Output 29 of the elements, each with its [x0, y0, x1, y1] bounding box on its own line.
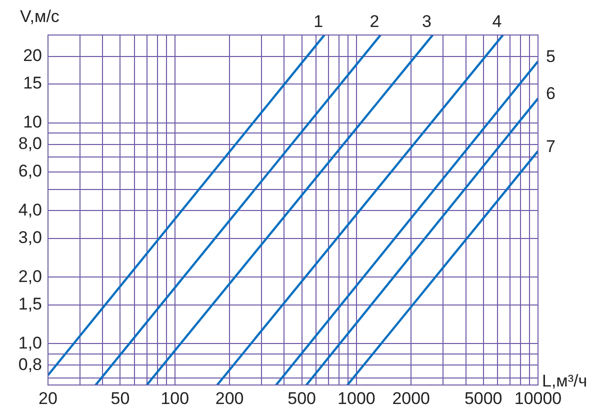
y-axis-title: V,м/с [20, 7, 60, 26]
y-tick-label: 1,0 [18, 333, 42, 352]
y-tick-label: 2,0 [18, 266, 42, 286]
y-tick-label: 15 [23, 74, 42, 93]
y-tick-label: 3,0 [18, 228, 42, 248]
series-label: 3 [422, 12, 432, 32]
y-tick-label: 6,0 [18, 162, 42, 181]
y-tick-label: 1,5 [18, 294, 42, 314]
x-tick-label: 50 [110, 388, 130, 408]
y-tick-label: 20 [23, 46, 42, 66]
series-label: 1 [314, 12, 324, 32]
y-tick-label: 4,0 [18, 200, 42, 220]
y-tick-label: 10 [23, 112, 42, 132]
x-tick-label: 10000 [514, 388, 562, 408]
x-tick-label: 5000 [464, 388, 502, 408]
series-label: 4 [492, 12, 502, 32]
x-tick-label: 200 [215, 388, 244, 408]
y-tick-label: 8,0 [18, 134, 42, 153]
x-tick-label: 2000 [392, 388, 430, 408]
x-tick-label: 500 [288, 388, 316, 408]
series-label: 2 [370, 12, 380, 32]
y-tick-label: 0,8 [18, 354, 42, 374]
series-label: 6 [546, 84, 556, 104]
x-axis-title: L,м³/ч [542, 372, 588, 391]
series-label: 5 [546, 47, 556, 66]
series-label: 7 [546, 136, 556, 156]
x-tick-label: 1000 [338, 388, 376, 408]
x-tick-label: 100 [160, 388, 190, 408]
x-tick-label: 20 [38, 388, 58, 408]
